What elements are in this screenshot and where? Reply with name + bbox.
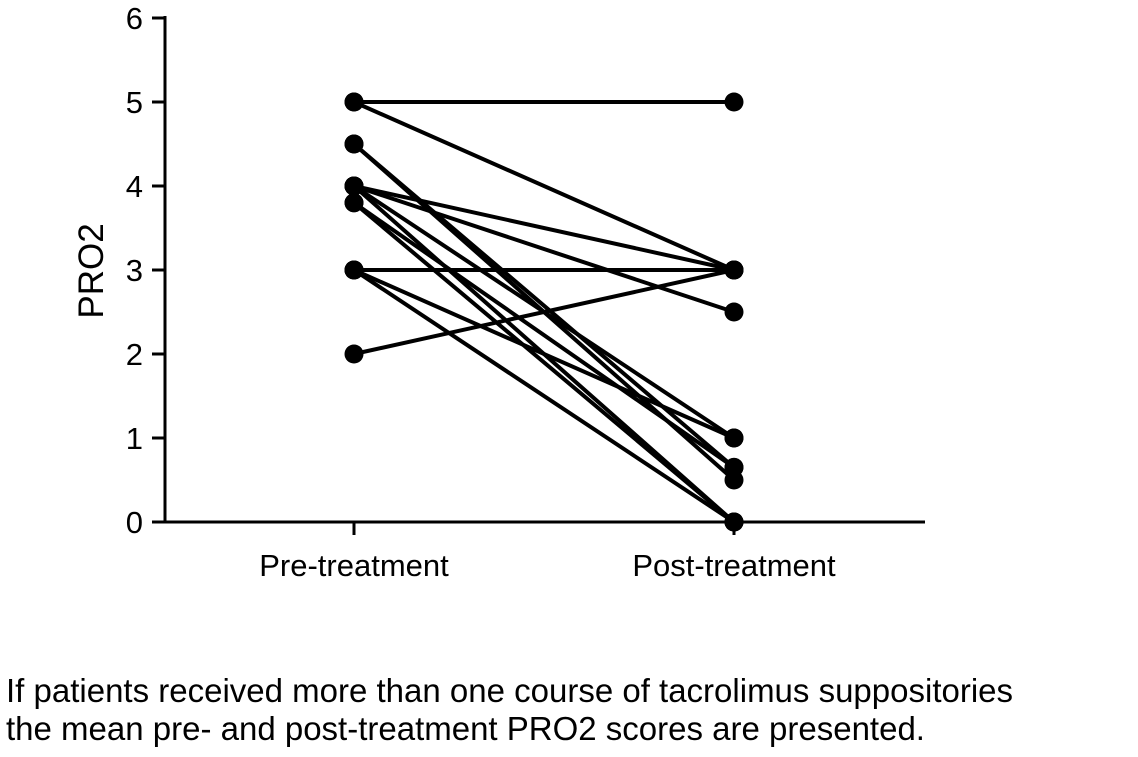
- pair-line: [352, 268, 736, 440]
- post-treatment-point: [724, 92, 744, 112]
- caption-line-2: the mean pre- and post-treatment PRO2 sc…: [6, 710, 925, 747]
- post-treatment-point: [724, 428, 744, 448]
- pair-line: [352, 200, 736, 470]
- y-tick-label: 1: [126, 421, 143, 456]
- caption-line-1: If patients received more than one cours…: [6, 672, 1014, 709]
- y-tick-label: 3: [126, 253, 143, 288]
- data-points: [344, 92, 744, 532]
- y-tick-label: 5: [126, 85, 143, 120]
- x-axis-ticks: Pre-treatment Post-treatment: [259, 522, 836, 583]
- pair-line: [352, 200, 736, 524]
- post-treatment-point: [724, 457, 744, 477]
- pair-line: [352, 268, 736, 356]
- pre-treatment-point: [344, 176, 364, 196]
- pre-treatment-point: [344, 260, 364, 280]
- pair-line: [352, 268, 736, 524]
- y-axis-title: PRO2: [72, 223, 111, 318]
- y-tick-label: 4: [126, 169, 143, 204]
- pair-line: [352, 184, 736, 314]
- y-tick-label: 2: [126, 337, 143, 372]
- pair-line: [352, 184, 736, 272]
- pre-treatment-point: [344, 344, 364, 364]
- x-tick-label: Post-treatment: [632, 548, 836, 583]
- pre-treatment-point: [344, 92, 364, 112]
- post-treatment-point: [724, 260, 744, 280]
- y-tick-label: 0: [126, 505, 143, 540]
- pre-treatment-point: [344, 134, 364, 154]
- pair-line: [352, 100, 736, 272]
- figure-caption: If patients received more than one cours…: [6, 672, 1136, 748]
- pair-line: [352, 142, 736, 470]
- paired-line-chart: 0 1 2 3 4 5 6 Pre-treatment Post-treatment PRO2: [72, 1, 925, 583]
- y-tick-label: 6: [126, 1, 143, 36]
- pre-treatment-point: [344, 193, 364, 213]
- pair-lines: [352, 100, 736, 524]
- x-tick-label: Pre-treatment: [259, 548, 449, 583]
- post-treatment-point: [724, 302, 744, 322]
- y-axis-ticks: 0 1 2 3 4 5 6: [126, 1, 165, 540]
